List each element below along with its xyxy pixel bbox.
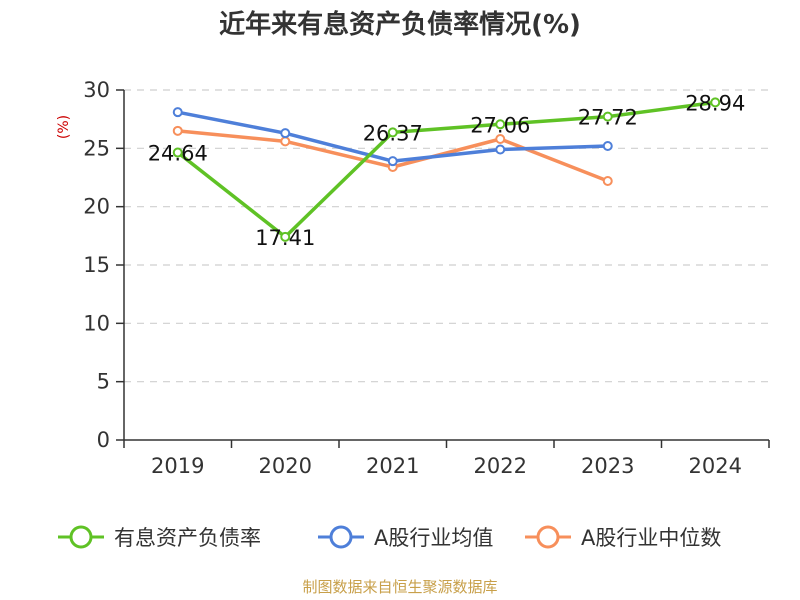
y-tick-label: 15 — [83, 253, 110, 277]
data-label: 26.37 — [363, 121, 423, 145]
data-label: 17.41 — [255, 226, 315, 250]
legend-label: A股行业均值 — [374, 526, 493, 550]
y-tick-label: 30 — [83, 78, 110, 102]
x-tick-label: 2020 — [259, 454, 312, 478]
x-tick-label: 2023 — [581, 454, 634, 478]
axes: 0 5 10 15 20 25 30 2019 2020 2021 2022 2023 2024 — [83, 78, 770, 478]
series-group — [172, 97, 721, 242]
data-point — [495, 144, 506, 155]
y-tick-label: 20 — [83, 195, 110, 219]
data-point — [602, 111, 613, 122]
legend-marker — [69, 525, 93, 549]
data-point — [602, 176, 613, 186]
x-tick-label: 2021 — [366, 454, 419, 478]
data-point — [172, 147, 183, 158]
data-label: 27.72 — [578, 106, 638, 130]
y-tick-label: 25 — [83, 136, 110, 160]
data-label: 28.94 — [685, 91, 745, 115]
y-tick-label: 10 — [83, 311, 110, 335]
data-label: 27.06 — [470, 113, 530, 137]
data-point — [387, 127, 398, 138]
data-point — [387, 156, 398, 167]
data-point — [172, 107, 183, 118]
y-tick-label: 5 — [97, 370, 110, 394]
data-point — [280, 231, 291, 242]
data-labels: 24.64 17.41 26.37 27.06 27.72 28.94 — [148, 91, 746, 250]
data-point — [495, 134, 506, 144]
x-tick-label: 2024 — [689, 454, 742, 478]
data-point — [495, 119, 506, 130]
data-point — [280, 128, 291, 139]
legend-marker — [536, 525, 560, 549]
legend: 有息资产负债率 A股行业均值 A股行业中位数 — [58, 525, 721, 550]
gridlines — [124, 89, 769, 383]
legend-marker — [329, 525, 353, 549]
y-axis-label: (%) — [56, 115, 72, 139]
legend-label: A股行业中位数 — [581, 526, 721, 550]
data-point — [172, 125, 183, 136]
data-label: 24.64 — [148, 142, 208, 166]
legend-label: 有息资产负债率 — [114, 526, 261, 550]
y-tick-label: 0 — [97, 428, 110, 452]
data-point — [602, 141, 613, 151]
series-line — [176, 100, 717, 239]
data-point — [710, 97, 721, 108]
chart-title: 近年来有息资产负债率情况(%) — [219, 9, 581, 40]
x-tick-label: 2022 — [474, 454, 527, 478]
x-tick-label: 2019 — [151, 454, 204, 478]
source-note: 制图数据来自恒生聚源数据库 — [302, 578, 497, 596]
data-point — [280, 136, 291, 147]
